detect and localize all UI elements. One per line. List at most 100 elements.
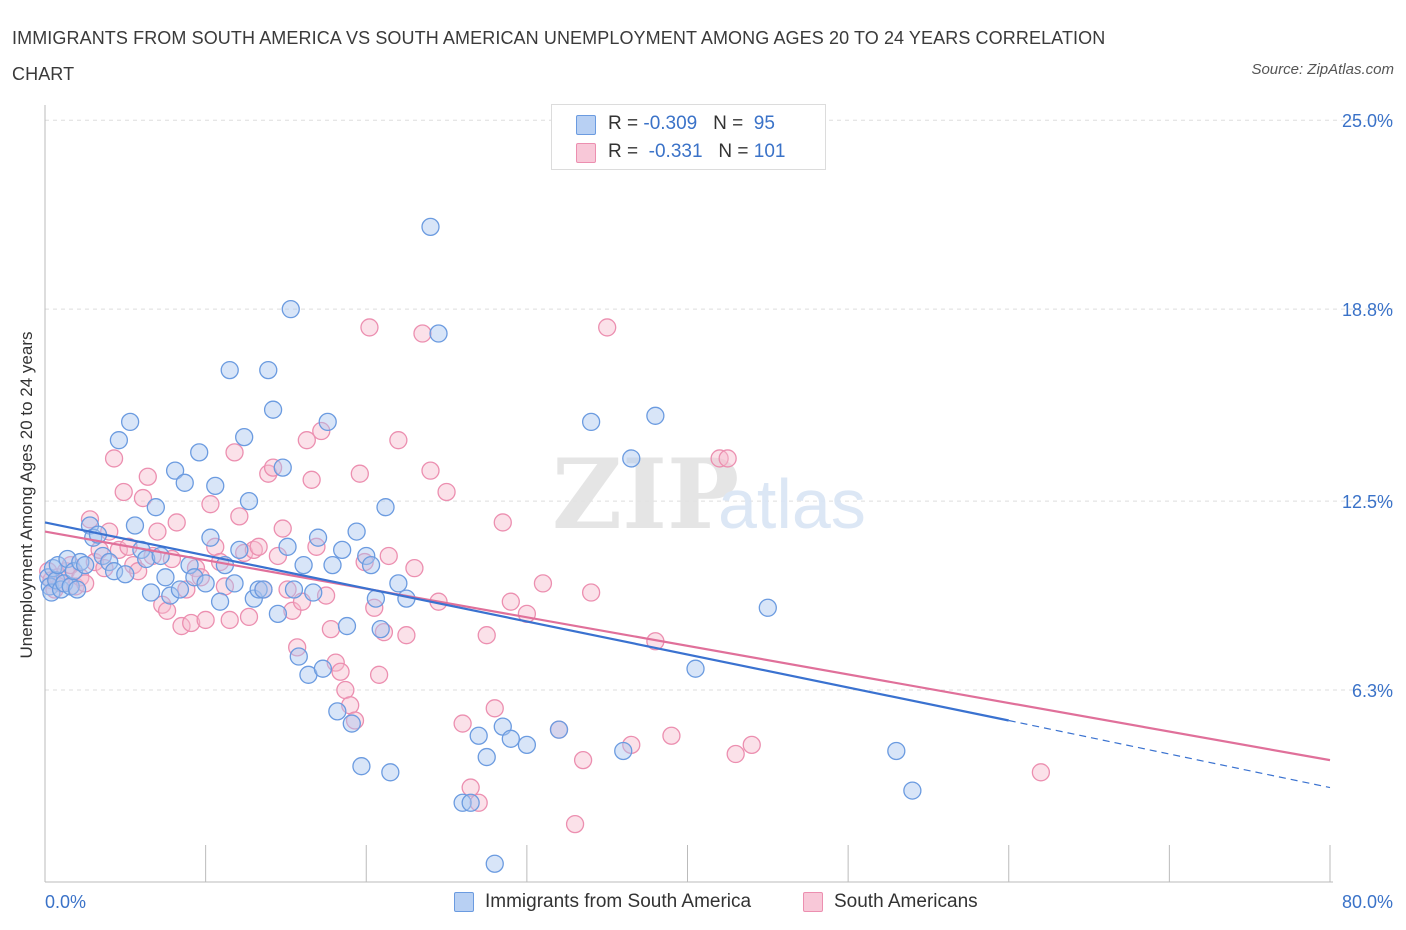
immigrants-point-88: [517, 735, 537, 755]
south-americans-point-35: [201, 495, 220, 514]
south-americans-point-17: [114, 482, 133, 502]
south-americans-point-84: [485, 699, 504, 718]
y-tick-label-2: 18.8%: [1342, 300, 1393, 320]
immigrants-point-5: [48, 555, 67, 575]
immigrants-point-40: [210, 592, 230, 611]
immigrants-point-49: [254, 580, 273, 599]
immigrants-point-48: [249, 580, 268, 599]
immigrants-point-65: [328, 702, 347, 721]
immigrants-point-90: [581, 412, 601, 432]
legend-swatch-pink: [576, 143, 596, 163]
south-americans-point-58: [312, 421, 331, 441]
stats-text-immigrants: R = -0.309 N = 95: [608, 113, 775, 134]
immigrants-point-43: [225, 574, 244, 593]
immigrants-point-61: [308, 528, 328, 547]
x-tick-label-min: 0.0%: [45, 892, 86, 912]
south-americans-point-99: [726, 744, 745, 764]
south-americans-point-96: [662, 726, 681, 745]
immigrants-point-39: [206, 476, 225, 496]
immigrants-point-77: [389, 574, 408, 593]
immigrants-point-33: [175, 473, 194, 492]
south-americans-point-55: [297, 431, 316, 450]
immigrants-point-37: [196, 574, 215, 593]
south-americans-point-53: [288, 638, 307, 657]
south-americans-point-24: [148, 522, 167, 541]
immigrants-point-46: [239, 491, 259, 511]
south-americans-point-73: [389, 431, 408, 450]
south-americans-point-15: [104, 449, 124, 468]
south-americans-point-26: [157, 601, 177, 620]
immigrants-point-71: [357, 546, 376, 566]
legend-label-immigrants: Immigrants from South America: [485, 891, 752, 912]
south-americans-point-66: [350, 464, 369, 483]
south-americans-point-75: [405, 559, 424, 578]
south-americans-point-34: [196, 610, 215, 630]
immigrants-point-72: [361, 555, 381, 575]
south-americans-point-31: [182, 613, 201, 633]
south-americans-point-51: [278, 580, 297, 599]
trend-line-immigrants-extrapolated: [1008, 719, 1331, 789]
south-americans-point-68: [360, 318, 379, 337]
immigrants-point-69: [347, 522, 366, 541]
immigrants-point-84: [477, 747, 496, 767]
south-americans-point-93: [598, 318, 617, 337]
immigrants-point-35: [185, 568, 204, 587]
immigrants-point-91: [614, 741, 633, 761]
legend-item-south-americans[interactable]: South Americans: [803, 888, 1003, 916]
immigrants-point-10: [64, 562, 84, 581]
immigrants-point-94: [686, 659, 705, 678]
south-americans-point-49: [268, 546, 288, 566]
immigrants-point-74: [371, 619, 390, 639]
series-immigrants-points: [39, 217, 922, 873]
south-americans-point-21: [133, 488, 153, 508]
south-americans-point-74: [397, 626, 416, 645]
immigrants-point-80: [429, 324, 448, 343]
south-americans-point-28: [167, 513, 186, 532]
legend-label-south-americans: South Americans: [834, 891, 978, 912]
south-americans-point-90: [565, 814, 585, 834]
immigrants-point-54: [278, 537, 297, 556]
south-americans-point-92: [581, 583, 601, 602]
immigrants-point-76: [381, 763, 400, 782]
immigrants-point-52: [268, 604, 288, 624]
immigrants-point-92: [622, 449, 641, 468]
south-americans-point-70: [369, 665, 389, 684]
immigrants-point-97: [903, 781, 922, 800]
immigrants-point-83: [469, 726, 488, 745]
south-americans-point-77: [421, 461, 440, 480]
x-tick-label-max: 80.0%: [1342, 892, 1393, 912]
stats-text-south-americans: R = -0.331 N = 101: [608, 141, 786, 162]
trend-line-immigrants: [44, 521, 1009, 722]
immigrants-point-21: [116, 565, 135, 584]
trend-line-south-americans: [44, 530, 1331, 762]
immigrants-point-42: [220, 360, 239, 380]
immigrants-point-18: [100, 552, 119, 572]
immigrants-point-57: [289, 647, 308, 666]
south-americans-point-72: [379, 546, 398, 566]
south-americans-point-76: [413, 324, 432, 343]
south-americans-point-83: [477, 626, 496, 645]
immigrants-point-55: [281, 300, 300, 319]
south-americans-point-62: [331, 662, 350, 681]
source-label: Source: ZipAtlas.com: [1251, 61, 1394, 78]
legend-swatch-south-americans: [803, 892, 823, 912]
south-americans-point-79: [437, 482, 456, 502]
immigrants-point-50: [259, 360, 278, 380]
immigrants-point-26: [141, 583, 161, 602]
immigrants-point-32: [170, 580, 190, 599]
immigrants-point-56: [284, 580, 304, 599]
y-tick-label-1: 12.5%: [1342, 492, 1393, 512]
immigrants-point-51: [263, 400, 283, 419]
immigrants-point-31: [165, 461, 185, 480]
legend-item-immigrants[interactable]: Immigrants from South America: [454, 888, 784, 916]
south-americans-point-101: [1031, 763, 1051, 782]
immigrants-point-36: [190, 443, 209, 462]
immigrants-point-22: [120, 412, 140, 432]
immigrants-point-96: [887, 741, 906, 761]
immigrants-point-38: [201, 528, 220, 547]
south-americans-point-52: [283, 601, 302, 620]
immigrants-point-62: [313, 659, 333, 678]
immigrants-point-19: [104, 562, 124, 581]
south-americans-point-91: [573, 750, 593, 770]
watermark: ZIP atlas: [552, 438, 866, 551]
